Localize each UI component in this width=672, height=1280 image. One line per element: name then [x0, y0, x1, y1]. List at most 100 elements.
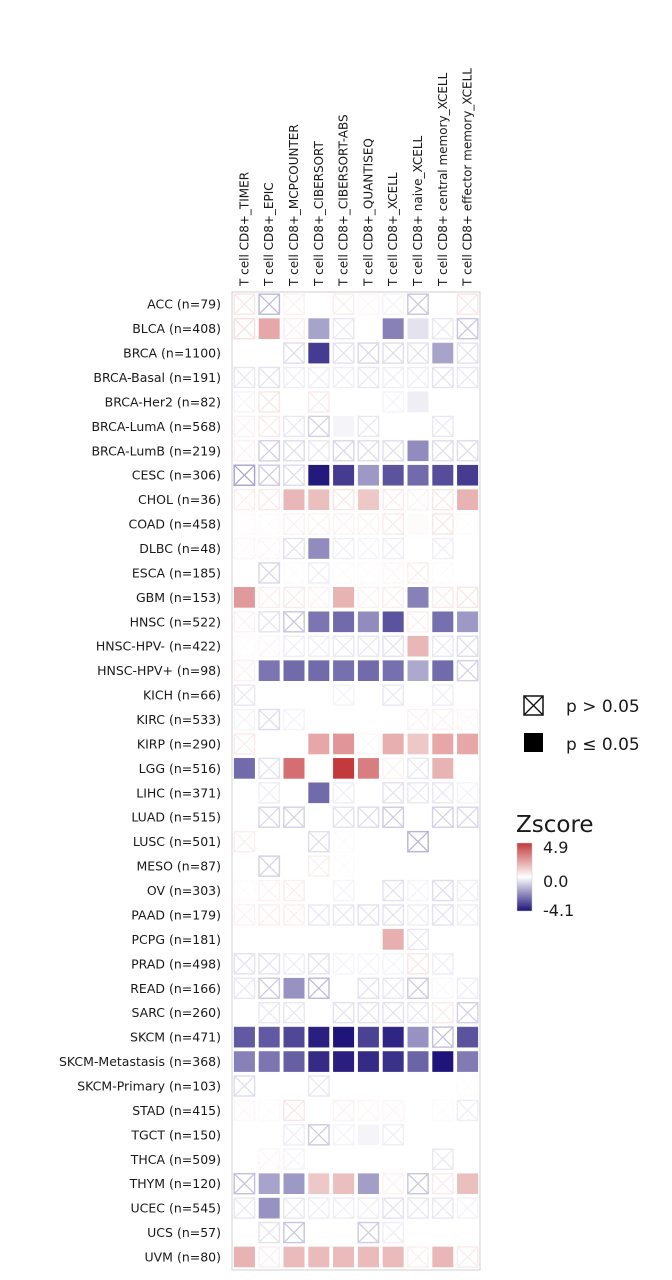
cell-cross-line	[258, 953, 280, 975]
heatmap-cell	[233, 953, 256, 975]
cell-box	[308, 1002, 330, 1023]
cell-cross-line	[382, 757, 404, 779]
column-label: T cell CD8+_MCPCOUNTER	[287, 124, 301, 287]
cell-box	[333, 1148, 355, 1170]
heatmap-cell	[233, 1051, 255, 1072]
cell-cross-line	[233, 831, 256, 853]
heatmap-cell	[432, 1246, 454, 1268]
heatmap-cell	[258, 782, 281, 804]
heatmap-cell	[431, 366, 454, 389]
heatmap-cell	[307, 1075, 330, 1097]
row-label: BRCA-Basal (n=191)	[93, 370, 221, 385]
heatmap-cell	[357, 1148, 379, 1170]
heatmap-cell	[456, 1075, 479, 1097]
heatmap-cell	[308, 1100, 330, 1121]
heatmap-cell	[357, 513, 380, 535]
heatmap-cell	[258, 562, 281, 584]
cell-box	[382, 1246, 404, 1268]
cell-cross-line	[283, 1197, 305, 1219]
heatmap-cell	[258, 708, 281, 731]
heatmap-cell	[357, 929, 379, 950]
cell-cross-line	[382, 489, 404, 511]
cell-box	[308, 464, 330, 486]
heatmap-cell	[407, 733, 429, 755]
heatmap-cell	[357, 953, 380, 975]
heatmap-cell	[456, 293, 479, 315]
cell-cross-line	[357, 415, 380, 437]
cell-box	[407, 513, 429, 535]
row-label: PAAD (n=179)	[131, 908, 221, 923]
cell-box	[407, 440, 429, 462]
cell-cross-line	[258, 1099, 280, 1121]
heatmap-cell	[357, 440, 380, 462]
heatmap-cell	[457, 1026, 479, 1048]
cell-cross-line	[407, 293, 429, 315]
row-label: BRCA-LumB (n=219)	[91, 443, 221, 458]
cell-box	[283, 684, 305, 706]
cell-cross-line	[432, 538, 454, 559]
cell-box	[333, 1222, 355, 1243]
heatmap-cell	[357, 635, 380, 657]
heatmap-cell	[233, 977, 256, 999]
cell-box	[233, 1148, 255, 1170]
cell-box	[333, 709, 355, 730]
cell-box	[308, 1100, 330, 1121]
heatmap-cell	[407, 1197, 429, 1219]
heatmap-cell	[308, 733, 330, 755]
heatmap-cell	[233, 391, 256, 413]
heatmap-cell	[308, 611, 330, 633]
cell-box	[233, 1222, 255, 1243]
cell-cross-line	[357, 586, 380, 608]
cell-cross-line	[456, 1002, 479, 1024]
cell-cross-line	[456, 440, 479, 462]
cell-cross-line	[233, 733, 256, 755]
column-labels: T cell CD8+_TIMER T cell CD8+_EPIC T cell …	[237, 68, 474, 287]
cell-cross-line	[357, 513, 380, 535]
cell-cross-line	[456, 635, 479, 657]
cell-cross-line	[283, 318, 305, 340]
colorbar-tick-max: 4.9	[543, 838, 568, 857]
cell-cross-line	[283, 880, 305, 901]
cell-cross-line	[407, 953, 429, 975]
row-label: TGCT (n=150)	[130, 1127, 221, 1142]
cell-cross-line	[233, 489, 256, 511]
cell-box	[382, 929, 404, 950]
cell-cross-line	[332, 1124, 355, 1146]
heatmap-cell	[258, 293, 281, 315]
cell-box	[308, 1246, 330, 1268]
cell-box	[407, 684, 429, 706]
heatmap-cell	[431, 586, 454, 609]
heatmap-cell	[407, 562, 429, 584]
cell-box	[308, 684, 330, 706]
row-label: HNSC-HPV- (n=422)	[96, 639, 221, 654]
cell-cross-line	[258, 489, 280, 511]
heatmap-cell	[407, 953, 429, 975]
heatmap-cell	[258, 611, 281, 633]
cell-cross-line	[332, 806, 355, 828]
heatmap-cell	[457, 1051, 479, 1072]
cell-cross-line	[357, 953, 380, 975]
heatmap-cell	[456, 513, 479, 535]
heatmap-cell	[233, 1172, 256, 1195]
heatmap-cell	[357, 758, 379, 779]
cell-cross-line	[432, 1148, 454, 1170]
cell-cross-line	[407, 611, 429, 633]
cell-cross-line	[432, 1026, 454, 1048]
heatmap-cell	[307, 586, 330, 609]
heatmap-cell	[333, 929, 355, 950]
column-label: T cell CD8+_CIBERSORT-ABS	[337, 114, 351, 287]
cell-box	[233, 1246, 255, 1268]
heatmap-cell	[432, 391, 454, 413]
cell-cross-line	[432, 953, 454, 975]
heatmap-cell	[357, 366, 380, 389]
heatmap-cell	[333, 660, 355, 681]
heatmap-cell	[431, 1148, 454, 1170]
heatmap-cell	[357, 831, 379, 852]
cell-box	[258, 1197, 280, 1219]
heatmap-cell	[258, 953, 281, 975]
cell-cross-line	[308, 1124, 330, 1146]
cell-cross-line	[308, 440, 330, 462]
heatmap-cell	[258, 488, 281, 511]
heatmap-cell	[308, 880, 330, 901]
heatmap-cell	[233, 806, 255, 828]
